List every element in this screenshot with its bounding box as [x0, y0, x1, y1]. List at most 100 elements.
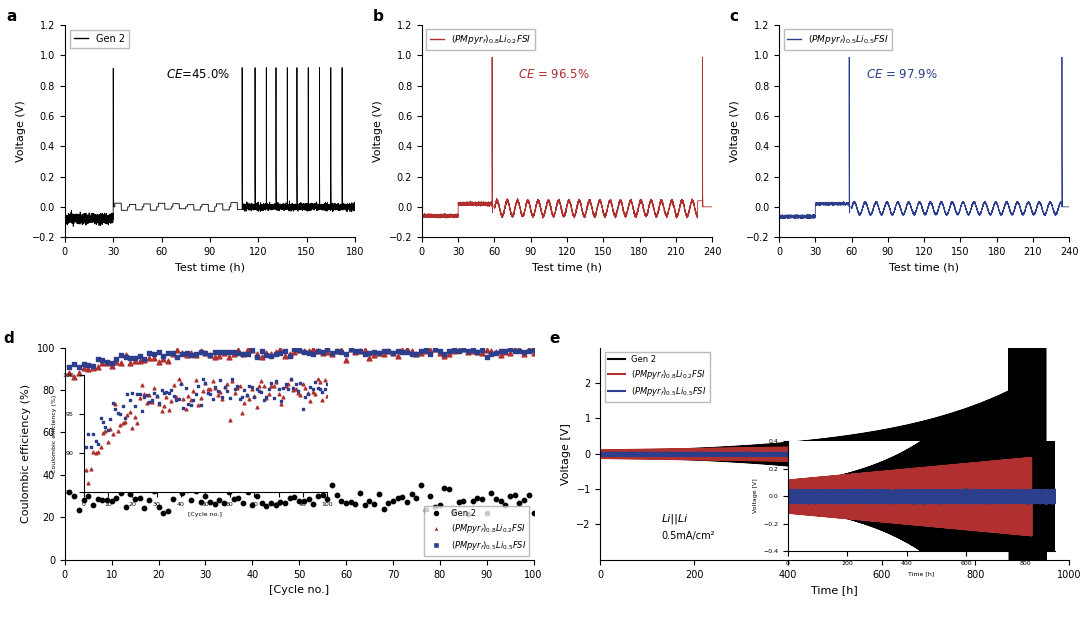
Point — [305, 349, 322, 359]
Point — [521, 346, 538, 356]
Point — [168, 345, 186, 355]
Point — [150, 502, 167, 512]
Point — [112, 358, 130, 368]
Point — [126, 494, 144, 504]
Point — [483, 348, 500, 358]
Point — [122, 489, 139, 499]
Point — [89, 354, 106, 364]
Point — [300, 348, 318, 358]
Point — [225, 494, 242, 504]
Point — [291, 345, 308, 355]
Point — [216, 498, 233, 508]
Point — [94, 358, 111, 368]
Text: Li||Li: Li||Li — [661, 514, 688, 524]
Point — [70, 362, 87, 372]
Point — [333, 347, 350, 357]
Point — [492, 346, 510, 356]
Point — [178, 348, 195, 358]
Point — [253, 346, 270, 356]
Point — [66, 491, 83, 501]
Point — [328, 346, 346, 356]
Point — [408, 349, 426, 359]
Point — [211, 494, 228, 504]
Point — [164, 348, 181, 358]
Text: c: c — [730, 9, 739, 24]
Point — [66, 359, 83, 369]
Point — [108, 355, 125, 364]
Point — [66, 372, 83, 382]
Point — [197, 348, 214, 358]
Point — [323, 348, 340, 358]
Point — [253, 498, 270, 508]
Point — [497, 346, 514, 356]
Point — [370, 348, 388, 358]
Point — [140, 494, 158, 504]
Text: d: d — [4, 332, 15, 346]
Point — [117, 351, 134, 361]
X-axis label: Test time (h): Test time (h) — [175, 262, 245, 272]
Point — [515, 350, 532, 360]
Point — [103, 361, 120, 371]
Point — [258, 501, 275, 511]
Point — [417, 345, 434, 355]
Point — [225, 346, 242, 356]
Point — [309, 346, 326, 356]
Point — [211, 348, 228, 358]
Point — [244, 345, 261, 355]
Point — [393, 345, 410, 355]
Point — [122, 353, 139, 363]
Point — [478, 345, 496, 355]
Y-axis label: Voltage (V): Voltage (V) — [730, 100, 740, 162]
Point — [347, 346, 364, 356]
Point — [239, 349, 256, 359]
Point — [178, 485, 195, 494]
Point — [319, 347, 336, 357]
Point — [276, 346, 294, 356]
Point — [413, 348, 430, 358]
Point — [511, 345, 528, 355]
Point — [272, 348, 289, 358]
Point — [436, 483, 454, 493]
Y-axis label: Voltage (V): Voltage (V) — [374, 100, 383, 162]
Point — [469, 347, 486, 357]
Point — [314, 490, 332, 500]
Point — [379, 346, 396, 356]
Point — [361, 353, 378, 363]
Point — [131, 351, 148, 361]
Point — [89, 362, 106, 372]
Point — [136, 503, 153, 513]
Point — [459, 509, 476, 519]
Point — [478, 352, 496, 362]
Point — [267, 347, 284, 357]
X-axis label: Test time (h): Test time (h) — [889, 262, 959, 272]
Point — [507, 346, 524, 356]
Point — [173, 348, 190, 358]
Point — [356, 500, 374, 510]
Text: e: e — [549, 332, 559, 346]
Point — [417, 505, 434, 515]
Point — [173, 488, 190, 498]
Point — [492, 496, 510, 506]
Point — [183, 350, 200, 360]
Point — [337, 498, 354, 508]
Y-axis label: Voltage [V]: Voltage [V] — [561, 423, 571, 485]
Point — [295, 347, 312, 357]
Point — [427, 502, 444, 512]
Legend: Gen 2: Gen 2 — [70, 30, 129, 47]
Point — [422, 345, 440, 355]
Point — [295, 496, 312, 506]
Legend: $(PMpyr_f)_{0.8}Li_{0.2}FSI$: $(PMpyr_f)_{0.8}Li_{0.2}FSI$ — [427, 29, 535, 50]
Point — [389, 346, 406, 356]
Point — [319, 494, 336, 504]
Point — [117, 350, 134, 360]
Point — [309, 491, 326, 501]
Point — [281, 351, 298, 361]
Point — [262, 498, 280, 508]
Point — [314, 347, 332, 357]
Point — [244, 345, 261, 355]
Point — [379, 346, 396, 356]
Point — [399, 347, 416, 357]
Point — [300, 346, 318, 356]
Point — [94, 355, 111, 365]
Point — [455, 343, 472, 353]
